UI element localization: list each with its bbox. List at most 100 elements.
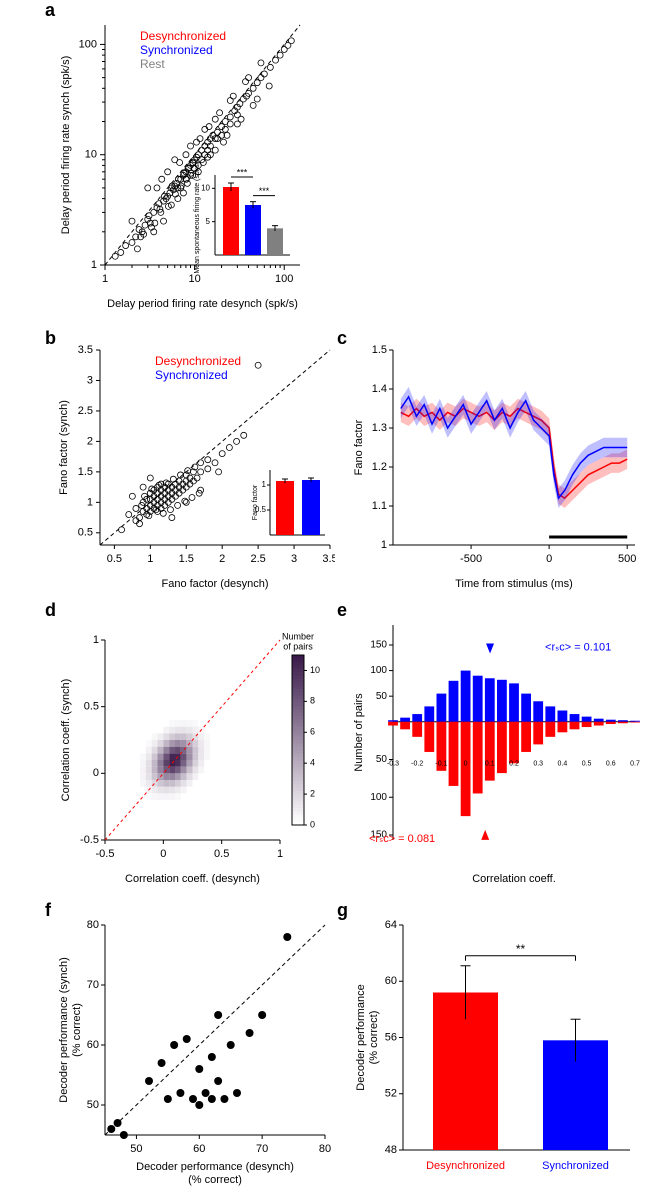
- svg-text:0.7: 0.7: [630, 761, 640, 768]
- svg-text:-0.2: -0.2: [411, 761, 423, 768]
- svg-text:0.5: 0.5: [107, 553, 122, 565]
- svg-text:<rₛc> = 0.101: <rₛc> = 0.101: [545, 641, 611, 653]
- svg-text:52: 52: [385, 1088, 397, 1100]
- panel-a: 1 10 100 1 10 100 Delay period firing rate des…: [50, 10, 350, 310]
- svg-text:3.5: 3.5: [322, 553, 335, 565]
- svg-text:Decoder performance (desynch): Decoder performance (desynch): [136, 1161, 294, 1173]
- svg-text:Fano factor (desynch): Fano factor (desynch): [162, 578, 269, 590]
- svg-text:***: ***: [237, 167, 248, 177]
- panel-c: -500050011.11.21.31.41.5Time from stimul…: [345, 340, 640, 590]
- svg-text:1.3: 1.3: [372, 422, 387, 434]
- svg-text:70: 70: [256, 1143, 268, 1155]
- svg-text:Mean spontaneous firing rate (: Mean spontaneous firing rate (spks/s): [194, 156, 201, 273]
- svg-text:50: 50: [87, 1099, 99, 1111]
- svg-text:0: 0: [93, 767, 99, 779]
- svg-text:80: 80: [319, 1143, 331, 1155]
- svg-text:-0.5: -0.5: [96, 848, 115, 860]
- svg-text:8: 8: [310, 696, 315, 706]
- svg-text:Desynchronized: Desynchronized: [140, 29, 226, 43]
- svg-text:Fano factor (synch): Fano factor (synch): [58, 400, 70, 495]
- svg-text:2: 2: [219, 553, 225, 565]
- panel-b: 0.5 1 1.5 2 2.5 3 3.5 0.5 1 1.5 2 2.5 3 3.5 Fano facto…: [50, 340, 335, 590]
- svg-text:0.5: 0.5: [214, 848, 229, 860]
- svg-text:70: 70: [87, 979, 99, 991]
- panel-g: 48 52 56 60 64 Desynchronized Synchronized ** De…: [345, 915, 640, 1195]
- svg-text:0: 0: [160, 848, 166, 860]
- svg-text:Desynchronized: Desynchronized: [155, 354, 241, 368]
- svg-text:1: 1: [102, 273, 108, 285]
- svg-text:**: **: [516, 942, 526, 956]
- svg-text:2: 2: [310, 788, 315, 798]
- svg-text:0: 0: [546, 553, 552, 565]
- svg-text:Correlation coeff.: Correlation coeff.: [472, 873, 556, 885]
- svg-text:(% correct): (% correct): [368, 1011, 380, 1065]
- svg-text:3.5: 3.5: [78, 344, 93, 356]
- svg-text:-0.3: -0.3: [387, 761, 399, 768]
- svg-text:Delay period firing rate synch: Delay period firing rate synch (spk/s): [60, 56, 72, 235]
- svg-text:2.5: 2.5: [78, 405, 93, 417]
- svg-text:50: 50: [130, 1143, 142, 1155]
- panel-d: -0.500.51-0.500.51Correlation coeff. (de…: [50, 615, 335, 885]
- svg-text:1: 1: [277, 848, 283, 860]
- svg-text:3: 3: [87, 374, 93, 386]
- svg-text:10: 10: [85, 149, 97, 161]
- svg-text:0.2: 0.2: [509, 761, 519, 768]
- svg-text:6: 6: [310, 727, 315, 737]
- svg-text:(% correct): (% correct): [71, 1003, 83, 1057]
- svg-text:Fano factor: Fano factor: [353, 419, 365, 475]
- svg-text:60: 60: [193, 1143, 205, 1155]
- svg-text:Number of pairs: Number of pairs: [353, 693, 365, 772]
- svg-text:150: 150: [370, 640, 387, 651]
- svg-text:1.5: 1.5: [179, 553, 194, 565]
- panel-e: 5010015050100150-0.3-0.2-0.100.10.20.30.…: [345, 615, 640, 885]
- svg-text:1.4: 1.4: [372, 383, 387, 395]
- svg-text:Delay period firing rate desyn: Delay period firing rate desynch (spk/s): [107, 298, 298, 310]
- svg-text:3: 3: [291, 553, 297, 565]
- svg-text:2.5: 2.5: [250, 553, 265, 565]
- svg-text:1: 1: [381, 539, 387, 551]
- figure-root: a b c d e f g 110100110100Delay period f…: [0, 0, 647, 1204]
- svg-text:-0.5: -0.5: [80, 834, 99, 846]
- svg-text:80: 80: [87, 919, 99, 931]
- svg-text:0.3: 0.3: [533, 761, 543, 768]
- svg-text:1.2: 1.2: [372, 461, 387, 473]
- svg-text:-0.1: -0.1: [435, 761, 447, 768]
- svg-text:-500: -500: [460, 553, 482, 565]
- svg-text:1.5: 1.5: [78, 466, 93, 478]
- svg-text:100: 100: [275, 273, 293, 285]
- svg-text:0.1: 0.1: [485, 761, 495, 768]
- svg-text:2: 2: [87, 435, 93, 447]
- svg-text:0: 0: [464, 761, 468, 768]
- svg-text:Rest: Rest: [140, 57, 165, 71]
- svg-text:10: 10: [201, 183, 210, 192]
- svg-text:5: 5: [206, 217, 211, 226]
- svg-text:64: 64: [385, 919, 397, 931]
- svg-text:4: 4: [310, 758, 315, 768]
- svg-text:1: 1: [91, 259, 97, 271]
- svg-text:Synchronized: Synchronized: [542, 1160, 609, 1172]
- svg-text:48: 48: [385, 1144, 397, 1156]
- svg-text:0.5: 0.5: [582, 761, 592, 768]
- svg-text:0.5: 0.5: [78, 527, 93, 539]
- svg-text:0.6: 0.6: [606, 761, 616, 768]
- svg-text:Decoder performance: Decoder performance: [355, 984, 367, 1090]
- svg-text:Decoder performance (synch): Decoder performance (synch): [58, 957, 70, 1103]
- svg-text:0.5: 0.5: [84, 701, 99, 713]
- svg-text:60: 60: [385, 975, 397, 987]
- svg-text:1: 1: [87, 496, 93, 508]
- svg-text:1: 1: [147, 553, 153, 565]
- svg-text:10: 10: [188, 273, 200, 285]
- svg-text:(% correct): (% correct): [188, 1174, 242, 1186]
- svg-text:Synchronized: Synchronized: [155, 368, 228, 382]
- svg-text:Desynchronized: Desynchronized: [426, 1160, 505, 1172]
- svg-text:<rₛc> = 0.081: <rₛc> = 0.081: [369, 833, 435, 845]
- svg-text:50: 50: [376, 691, 388, 702]
- svg-text:Correlation coeff. (desynch): Correlation coeff. (desynch): [125, 873, 260, 885]
- panel-f: 5060708050607080Decoder performance (des…: [50, 915, 335, 1195]
- svg-text:500: 500: [618, 553, 636, 565]
- svg-text:56: 56: [385, 1031, 397, 1043]
- svg-text:100: 100: [79, 38, 97, 50]
- svg-text:1.5: 1.5: [372, 344, 387, 356]
- svg-text:Time from stimulus (ms): Time from stimulus (ms): [455, 578, 573, 590]
- svg-text:Correlation coeff. (synch): Correlation coeff. (synch): [60, 679, 72, 802]
